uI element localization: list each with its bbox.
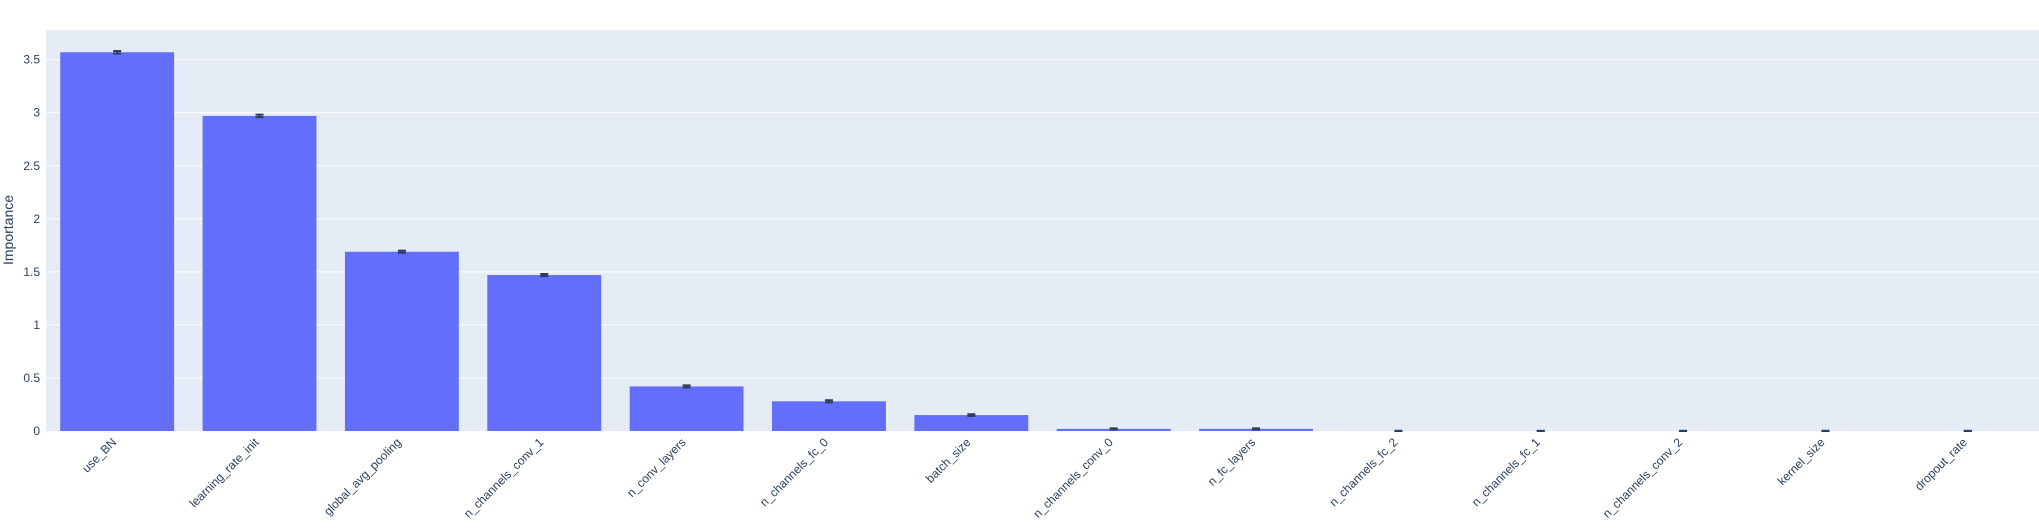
error-bar: [540, 272, 549, 278]
y-tick-label: 2: [33, 212, 40, 226]
x-tick-label: use_BN: [79, 435, 119, 475]
x-tick-label: n_channels_fc_0: [757, 435, 831, 509]
error-bar: [824, 399, 833, 404]
x-tick-label: batch_size: [923, 435, 974, 486]
bar: [487, 275, 602, 431]
bar: [344, 251, 459, 431]
y-tick-labels: 0 0.5 1 1.5 2 2.5 3 3.5: [23, 53, 40, 438]
x-tick-label: n_fc_layers: [1205, 435, 1258, 488]
x-tick-label: n_channels_fc_2: [1326, 435, 1400, 509]
error-bars: [113, 50, 1972, 432]
bar: [914, 415, 1029, 431]
y-tick-label: 3: [33, 106, 40, 120]
x-tick-label: n_channels_conv_0: [1030, 435, 1116, 521]
x-tick-label: global_avg_pooling: [321, 435, 404, 518]
error-bar: [967, 413, 976, 417]
y-tick-label: 3.5: [23, 53, 40, 67]
y-tick-label: 1: [33, 318, 40, 332]
error-bar: [682, 384, 691, 389]
x-tick-label: kernel_size: [1775, 435, 1828, 488]
bar: [772, 401, 886, 431]
error-bar: [1109, 427, 1118, 431]
x-tick-label: n_channels_conv_1: [461, 435, 547, 521]
error-bar: [1252, 427, 1261, 431]
error-bar: [255, 113, 264, 119]
bar: [629, 386, 744, 431]
x-tick-labels: use_BN learning_rate_init global_avg_pooli…: [79, 435, 1970, 521]
y-tick-label: 0: [33, 424, 40, 438]
x-tick-label: learning_rate_init: [187, 435, 262, 510]
x-tick-label: n_channels_conv_2: [1600, 435, 1686, 521]
error-bar: [397, 249, 406, 254]
bar: [202, 115, 317, 431]
error-bar: [113, 50, 122, 55]
bar: [60, 52, 175, 432]
y-axis-label: Importance: [0, 195, 16, 265]
y-tick-label: 1.5: [23, 265, 40, 279]
x-tick-label: n_channels_fc_1: [1469, 435, 1543, 509]
bars: [60, 52, 1313, 432]
x-tick-label: n_conv_layers: [624, 435, 689, 500]
y-tick-label: 2.5: [23, 159, 40, 173]
y-tick-label: 0.5: [23, 371, 40, 385]
x-tick-label: dropout_rate: [1912, 435, 1970, 493]
